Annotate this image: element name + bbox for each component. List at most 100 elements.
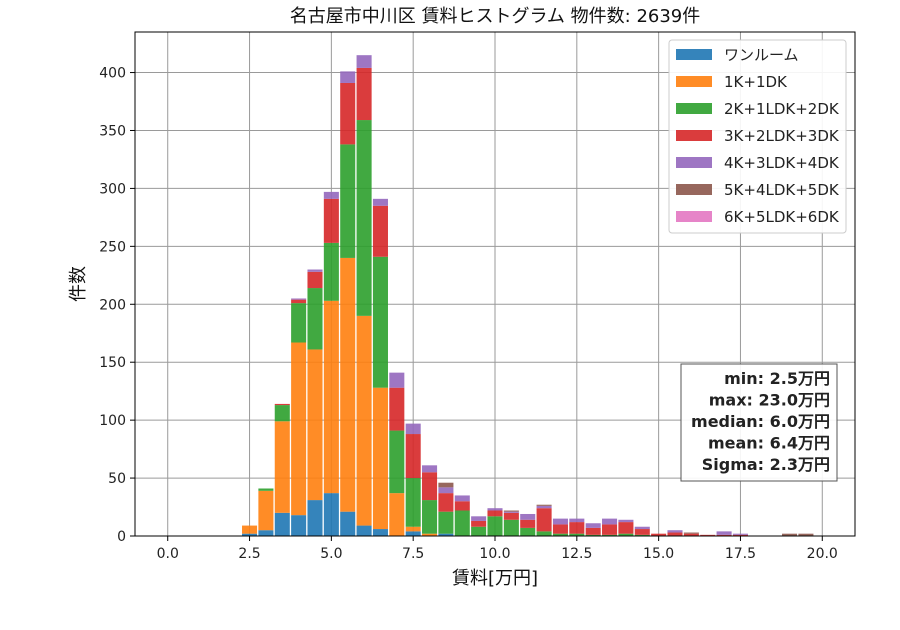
histogram-bar: [618, 519, 634, 523]
y-tick-label: 250: [99, 239, 126, 255]
histogram-bar: [323, 493, 339, 536]
histogram-bar: [372, 529, 388, 536]
histogram-bar: [274, 403, 290, 406]
x-axis-title: 賃料[万円]: [452, 568, 538, 589]
histogram-bar: [683, 533, 699, 536]
histogram-bar: [536, 504, 552, 506]
legend-swatch: [676, 103, 712, 114]
histogram-bar: [291, 342, 307, 516]
histogram-bar: [520, 527, 536, 536]
y-tick-label: 100: [99, 413, 126, 429]
histogram-bar: [389, 372, 405, 388]
histogram-bar: [307, 288, 323, 350]
stats-line: Sigma: 2.3万円: [702, 455, 830, 474]
legend-label: 3K+2LDK+3DK: [724, 127, 840, 145]
histogram-bar: [520, 513, 536, 520]
histogram-bar: [242, 533, 258, 536]
histogram-bar: [340, 511, 356, 536]
histogram-bar: [503, 519, 519, 536]
x-tick-label: 17.5: [725, 546, 756, 562]
histogram-bar: [422, 465, 438, 473]
histogram-bar: [716, 534, 732, 536]
histogram-bar: [389, 387, 405, 431]
legend-label: 2K+1LDK+2DK: [724, 100, 840, 118]
histogram-bar: [372, 205, 388, 257]
histogram-bar: [585, 527, 601, 535]
histogram-bar: [356, 67, 372, 121]
legend-swatch: [676, 49, 712, 60]
legend-label: 4K+3LDK+4DK: [724, 154, 840, 172]
histogram-bar: [471, 520, 487, 527]
histogram-bar: [323, 198, 339, 243]
histogram-bar: [307, 269, 323, 272]
histogram-bar: [389, 493, 405, 536]
legend: ワンルーム 1K+1DK 2K+1LDK+2DK 3K+2LDK+3DK 4K+3LDK…: [668, 39, 847, 234]
legend-label: 1K+1DK: [724, 73, 788, 91]
x-tick-label: 0.0: [157, 546, 179, 562]
legend-label: 6K+5LDK+6DK: [724, 208, 840, 226]
histogram-bar: [552, 524, 568, 534]
histogram-bar: [732, 533, 748, 535]
histogram-bar: [454, 501, 470, 511]
histogram-bar: [552, 533, 568, 536]
histogram-bar: [389, 430, 405, 494]
histogram-bar: [634, 526, 650, 530]
histogram-bar: [323, 300, 339, 494]
histogram-bar: [356, 55, 372, 68]
x-tick-label: 5.0: [320, 546, 342, 562]
histogram-bar: [258, 488, 274, 491]
histogram-bar: [782, 533, 798, 536]
histogram-bar: [323, 191, 339, 199]
histogram-bar: [454, 495, 470, 502]
y-tick-label: 50: [108, 471, 126, 487]
histogram-bar: [602, 524, 618, 535]
histogram-bar: [307, 500, 323, 536]
histogram-bar: [569, 518, 585, 523]
legend-items: ワンルーム 1K+1DK 2K+1LDK+2DK 3K+2LDK+3DK 4K+3LDK…: [676, 46, 840, 226]
x-tick-label: 7.5: [402, 546, 424, 562]
histogram-bar: [651, 533, 667, 536]
histogram-bar: [602, 534, 618, 536]
histogram-bar: [422, 533, 438, 536]
histogram-bar: [569, 533, 585, 536]
histogram-bar: [503, 511, 519, 513]
histogram-bar: [291, 299, 307, 304]
legend-label: 5K+4LDK+5DK: [724, 181, 840, 199]
histogram-bar: [405, 434, 421, 479]
histogram-bar: [798, 533, 814, 536]
stats-lines: min: 2.5万円 max: 23.0万円 median: 6.0万円 mean: …: [691, 369, 830, 474]
stats-line: median: 6.0万円: [691, 412, 830, 431]
histogram-bar: [405, 423, 421, 435]
histogram-bar: [454, 510, 470, 536]
y-axis-title: 件数: [68, 266, 89, 302]
histogram-bar: [307, 271, 323, 289]
histogram-bar: [471, 516, 487, 521]
histogram-bar: [503, 510, 519, 512]
histogram-bar: [438, 487, 454, 494]
x-tick-label: 20.0: [807, 546, 838, 562]
histogram-bar: [585, 534, 601, 536]
stats-line: mean: 6.4万円: [708, 434, 830, 453]
chart-title: 名古屋市中川区 賃料ヒストグラム 物件数: 2639件: [290, 6, 701, 27]
histogram-bar: [274, 512, 290, 536]
histogram-bar: [667, 530, 683, 533]
histogram-bar: [356, 525, 372, 536]
histogram-bar: [634, 529, 650, 535]
histogram-bar: [569, 522, 585, 534]
histogram-bar: [291, 303, 307, 343]
histogram-bar: [503, 512, 519, 520]
histogram-bar: [667, 532, 683, 536]
histogram-bar: [422, 472, 438, 501]
histogram-bar: [307, 349, 323, 501]
axis-ticks: 0.0 2.5 5.0 7.5 10.0 12.5 15.0 17.5 20.0 0 50 100 15…: [99, 66, 838, 562]
histogram-bar: [520, 519, 536, 528]
histogram-bar: [372, 198, 388, 206]
y-tick-label: 350: [99, 123, 126, 139]
histogram-bar: [471, 526, 487, 536]
histogram-bar: [732, 534, 748, 536]
histogram-bar: [585, 523, 601, 528]
histogram-bar: [291, 298, 307, 300]
stats-box: min: 2.5万円 max: 23.0万円 median: 6.0万円 mean: …: [680, 363, 838, 482]
histogram-bar: [716, 531, 732, 535]
